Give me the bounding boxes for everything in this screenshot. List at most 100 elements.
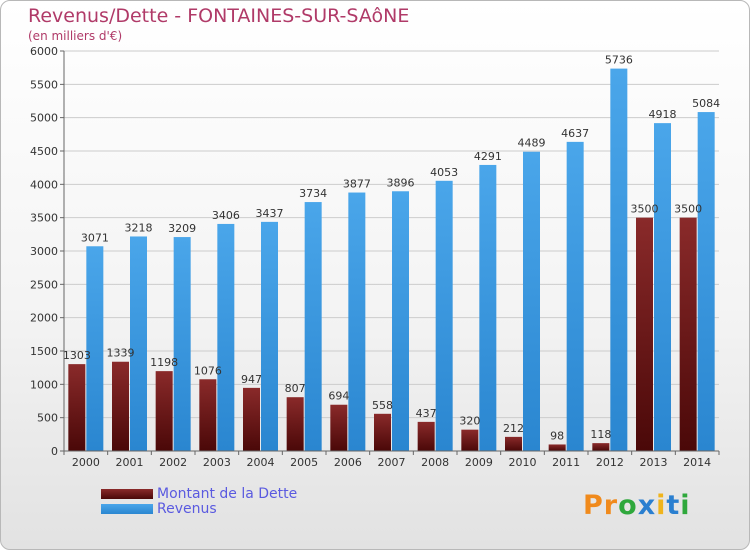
value-label-revenue: 3437 (256, 207, 284, 220)
value-label-debt: 320 (459, 415, 480, 428)
grid-lines (64, 50, 719, 452)
value-label-revenue: 4489 (518, 137, 546, 150)
x-tick-label: 2013 (640, 456, 668, 469)
value-label-revenue: 3209 (168, 222, 196, 235)
y-tick-label: 1000 (30, 378, 58, 391)
value-label-revenue: 3218 (125, 221, 153, 234)
x-tick-label: 2014 (683, 456, 711, 469)
x-tick-label: 2008 (421, 456, 449, 469)
x-tick-label: 2003 (203, 456, 231, 469)
value-label-revenue: 3896 (387, 176, 415, 189)
chart-title: Revenus/Dette - FONTAINES-SUR-SAôNE (28, 5, 410, 27)
bar-debt (286, 397, 304, 451)
x-tick-label: 2006 (334, 456, 362, 469)
bar-revenue (304, 202, 322, 451)
bar-debt (68, 364, 86, 451)
x-tick-label: 2012 (596, 456, 624, 469)
x-axis-ticks: 2000 2001 2002 2003 2004 2005 2006 2007 2008 2009… (63, 451, 720, 469)
y-tick-label: 4500 (30, 145, 58, 158)
value-label-debt: 437 (416, 407, 437, 420)
logo-letter: o (618, 490, 638, 521)
bar-revenue (435, 180, 453, 452)
legend-swatch-debt (101, 489, 153, 499)
bar-debt (548, 444, 566, 451)
logo-letter: P (583, 490, 604, 521)
bar-debt (330, 404, 348, 451)
bar-revenue (261, 221, 278, 451)
proxiti-logo: Proxiti (583, 490, 691, 521)
value-label-revenue: 3406 (212, 209, 240, 222)
y-tick-label: 0 (51, 445, 58, 458)
value-label-revenue: 3071 (81, 231, 109, 244)
bar-debt (505, 436, 522, 451)
value-label-revenue: 3734 (299, 187, 327, 200)
legend-label-debt: Montant de la Dette (157, 486, 298, 502)
logo-letter: r (603, 490, 619, 521)
y-tick-label: 1500 (30, 345, 58, 358)
bar-debt (199, 379, 217, 451)
value-label-debt: 947 (241, 373, 262, 386)
logo-letter: x (637, 490, 657, 521)
x-tick-label: 2011 (552, 456, 580, 469)
axes (63, 51, 719, 452)
bar-revenue (173, 237, 191, 451)
bar-revenue (392, 191, 409, 451)
logo-letter: i (680, 490, 691, 521)
value-label-debt: 98 (550, 429, 564, 442)
bar-revenue (86, 246, 104, 451)
x-tick-label: 2005 (290, 456, 318, 469)
y-tick-label: 4000 (30, 178, 58, 191)
x-tick-label: 2000 (72, 456, 100, 469)
bar-debt (679, 217, 697, 451)
bar-revenue (348, 192, 366, 452)
chart-subtitle: (en milliers d'€) (28, 29, 123, 43)
value-label-revenue: 4291 (474, 150, 502, 163)
bar-debt (155, 371, 173, 451)
x-tick-label: 2001 (116, 456, 144, 469)
y-tick-label: 2000 (30, 312, 58, 325)
y-tick-label: 3000 (30, 245, 58, 258)
value-label-revenue: 3877 (343, 178, 371, 191)
y-tick-label: 5500 (30, 78, 58, 91)
x-tick-label: 2010 (509, 456, 537, 469)
bar-debt (636, 217, 653, 451)
y-tick-label: 3500 (30, 212, 58, 225)
value-label-debt: 1198 (150, 356, 178, 369)
legend-swatch-revenue (101, 504, 153, 514)
value-label-revenue: 4918 (649, 108, 677, 121)
value-label-debt: 1339 (107, 347, 135, 360)
bar-debt (112, 361, 129, 451)
value-label-revenue: 5736 (605, 54, 633, 67)
bar-debt (592, 443, 610, 451)
value-label-debt: 1303 (63, 349, 91, 362)
value-label-debt: 3500 (674, 203, 702, 216)
x-tick-label: 2009 (465, 456, 493, 469)
value-label-debt: 807 (285, 382, 306, 395)
bar-debt (417, 421, 435, 451)
bar-revenue (610, 68, 628, 451)
x-tick-label: 2007 (378, 456, 406, 469)
bar-revenue (697, 112, 715, 452)
value-label-debt: 118 (590, 428, 611, 441)
bar-debt (461, 429, 479, 451)
y-tick-label: 500 (37, 412, 58, 425)
bar-debt (374, 413, 391, 451)
value-label-revenue: 4053 (430, 166, 458, 179)
value-label-revenue: 5084 (692, 97, 720, 110)
bar-revenue (217, 223, 235, 451)
bar-revenue (130, 236, 147, 451)
legend-label-revenue: Revenus (157, 501, 217, 517)
x-tick-label: 2004 (247, 456, 275, 469)
y-tick-label: 5000 (30, 112, 58, 125)
value-labels: 1303 3071 1339 3218 1198 3209 1076 3406 947 3437 8… (63, 54, 720, 443)
y-tick-label: 2500 (30, 278, 58, 291)
value-label-revenue: 4637 (561, 127, 589, 140)
logo-letter: i (656, 490, 667, 521)
y-axis-ticks: 0 500 1000 1500 2000 2500 3000 3500 4000 4500 5000… (30, 45, 64, 458)
value-label-debt: 558 (372, 399, 393, 412)
x-tick-label: 2002 (159, 456, 187, 469)
bar-debt (243, 387, 260, 451)
bar-revenue (654, 123, 671, 451)
bar-revenue (479, 164, 497, 451)
